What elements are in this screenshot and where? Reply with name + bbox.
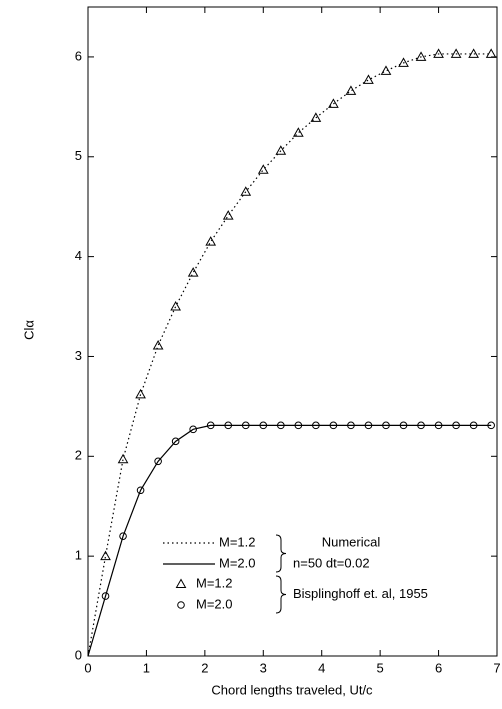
triangle-marker [292,127,304,137]
y-tick-label: 2 [75,448,82,463]
legend-swatch [177,601,185,609]
legend-label: M=1.2 [219,534,256,549]
triangle-marker [363,74,374,84]
legend-swatch [175,578,187,588]
x-tick-label: 0 [84,660,91,675]
series-line [87,53,492,657]
y-tick-label: 5 [75,148,82,163]
triangle-marker [240,186,252,196]
triangle-marker [187,267,199,277]
circle-marker [206,421,215,430]
x-tick-label: 1 [143,660,150,675]
y-tick-label: 1 [75,548,82,563]
legend-label: M=2.0 [219,555,256,570]
circle-marker [154,457,162,466]
triangle-marker [100,550,111,561]
legend-label: M=1.2 [196,575,233,590]
circle-marker [487,421,495,430]
x-tick-label: 4 [318,660,325,675]
circle-marker [189,425,197,434]
y-tick-label: 0 [75,647,82,662]
triangle-marker [328,98,339,108]
x-tick-label: 5 [377,660,384,675]
circle-marker [101,592,110,600]
triangle-marker [433,48,444,58]
circle-marker [347,421,355,430]
circle-marker [434,421,443,430]
circle-marker [136,486,145,495]
plot-frame [87,6,498,657]
x-tick-label: 2 [201,660,208,675]
triangle-marker [222,210,234,220]
triangle-marker [485,48,497,58]
triangle-marker [170,301,181,311]
circle-marker [259,421,268,430]
y-tick-label: 4 [75,248,82,263]
legend-group-label: Numerical [322,534,381,549]
triangle-marker [468,48,479,58]
x-tick-label: 6 [435,660,442,675]
triangle-marker [257,164,269,174]
legend-group-label: Bisplinghoff et. al, 1955 [293,586,428,601]
x-tick-label: 3 [260,660,267,675]
legend-group-label: n=50 dt=0.02 [293,555,370,570]
circle-marker [382,421,390,430]
circle-marker [224,421,233,430]
triangle-marker [152,339,164,350]
triangle-marker [380,65,392,75]
circle-marker [119,532,127,540]
circle-marker [364,421,373,430]
circle-marker [452,421,460,430]
triangle-marker [205,236,217,246]
legend-brace [275,575,287,614]
circle-marker [294,421,303,430]
circle-marker [171,437,180,446]
circle-marker [312,421,320,430]
legend-label: M=2.0 [196,596,233,611]
triangle-marker [310,112,322,122]
triangle-marker [275,145,287,155]
circle-marker [417,421,425,430]
triangle-marker [117,453,129,464]
legend-brace [275,534,287,573]
triangle-marker [398,57,409,67]
circle-marker [277,421,285,430]
series-line [87,424,492,657]
triangle-marker [135,388,146,399]
y-axis-label: Clα [21,320,36,340]
circle-marker [241,421,250,430]
y-tick-label: 3 [75,348,82,363]
triangle-marker [415,51,427,61]
x-axis-label: Chord lengths traveled, Ut/c [211,682,373,697]
circle-marker [329,421,338,430]
y-tick-label: 6 [75,48,82,63]
triangle-marker [345,85,357,95]
triangle-marker [450,48,462,58]
circle-marker [469,421,478,430]
x-tick-label: 7 [493,660,500,675]
circle-marker [399,421,408,430]
